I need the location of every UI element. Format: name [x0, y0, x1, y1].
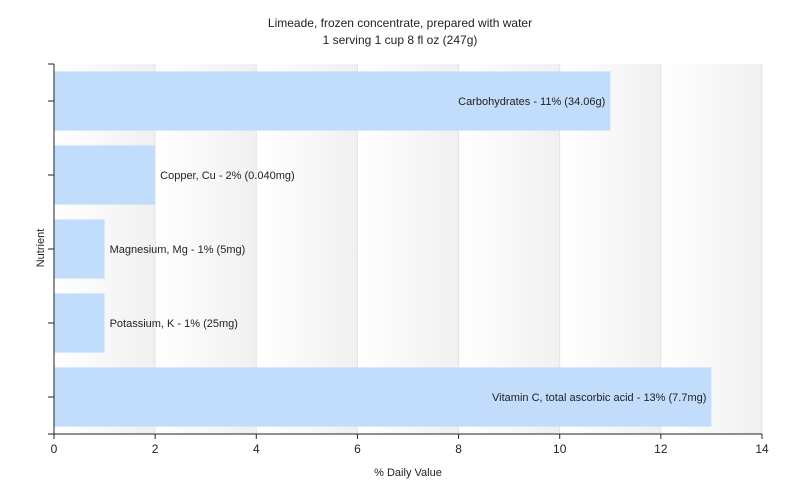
bar-labels-group: Carbohydrates - 11% (34.06g) Copper, Cu -… — [110, 96, 707, 404]
chart-subtitle: 1 serving 1 cup 8 fl oz (247g) — [323, 33, 478, 47]
bar — [54, 293, 105, 353]
ticks-group: 0 2 4 6 8 10 12 14 — [48, 100, 769, 456]
bar-data-label: Carbohydrates - 11% (34.06g) — [458, 96, 605, 108]
x-tick-label: 0 — [51, 442, 58, 456]
x-tick-label: 8 — [455, 442, 462, 456]
x-tick-label: 6 — [354, 442, 361, 456]
bar-data-label: Vitamin C, total ascorbic acid - 13% (7.… — [492, 392, 706, 404]
bar-data-label: Copper, Cu - 2% (0.040mg) — [160, 170, 295, 182]
x-tick-label: 4 — [253, 442, 260, 456]
bars-group — [54, 71, 712, 427]
bar-data-label: Potassium, K - 1% (25mg) — [110, 318, 238, 330]
bar — [54, 219, 105, 279]
chart-title: Limeade, frozen concentrate, prepared wi… — [268, 16, 532, 30]
bar — [54, 145, 156, 205]
bar — [54, 71, 611, 131]
x-tick-label: 14 — [755, 442, 769, 456]
x-axis-label: % Daily Value — [374, 467, 442, 479]
y-axis-label: Nutrient — [35, 229, 47, 268]
bar — [54, 367, 712, 427]
x-tick-label: 10 — [553, 442, 567, 456]
bar-data-label: Magnesium, Mg - 1% (5mg) — [110, 244, 246, 256]
x-tick-label: 2 — [152, 442, 159, 456]
x-tick-label: 12 — [654, 442, 668, 456]
